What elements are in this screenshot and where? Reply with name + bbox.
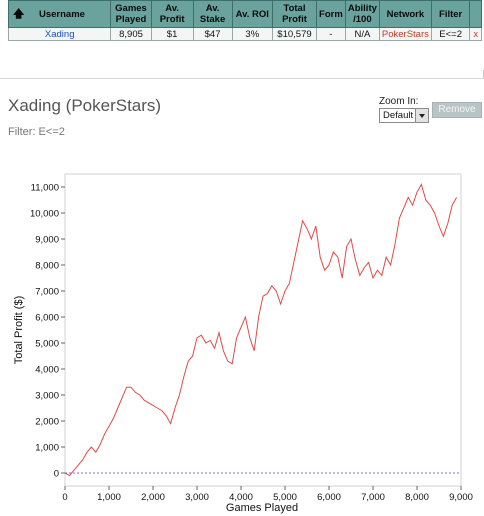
x-tick-label: 2,000	[141, 492, 165, 503]
sort-up-arrow-icon[interactable]: 🡅	[13, 7, 25, 20]
y-tick-label: 11,000	[31, 183, 59, 194]
total-profit-value: $10,579	[272, 27, 317, 41]
x-tick-label: 9,000	[449, 492, 473, 503]
y-tick-label: 3,000	[35, 391, 59, 402]
header-av-profit[interactable]: Av. Profit	[150, 0, 194, 28]
y-tick-label: 7,000	[35, 287, 59, 298]
table-row: Xading 8,905 $1 $47 3% $10,579 - N/A Pok…	[7, 27, 482, 41]
x-tick-label: 4,000	[229, 492, 253, 503]
av-stake-value: $47	[192, 27, 233, 41]
zoom-select[interactable]: Default	[379, 108, 429, 123]
form-value: -	[315, 27, 346, 41]
remove-row-button[interactable]: x	[469, 27, 482, 41]
stats-table: 🡅 Username Games Played Av. Profit Av. Stake…	[7, 0, 482, 41]
x-tick-label: 8,000	[405, 492, 429, 503]
player-name-link[interactable]: Xading	[7, 27, 112, 41]
x-tick-label: 7,000	[361, 492, 385, 503]
x-tick-label: 3,000	[185, 492, 209, 503]
av-profit-value: $1	[150, 27, 194, 41]
chevron-down-icon[interactable]	[415, 109, 428, 122]
y-tick-label: 1,000	[35, 443, 59, 454]
y-tick-label: 4,000	[35, 365, 59, 376]
y-tick-label: 0	[54, 469, 59, 480]
y-axis-label: Total Profit ($)	[13, 296, 25, 364]
divider	[0, 70, 484, 79]
y-tick-label: 10,000	[30, 209, 59, 220]
profit-series-line	[64, 183, 458, 477]
remove-button[interactable]: Remove	[432, 102, 482, 118]
stats-header-row: 🡅 Username Games Played Av. Profit Av. Stake…	[7, 0, 482, 28]
header-av-roi[interactable]: Av. ROI	[231, 0, 274, 28]
zoom-label: Zoom In:	[379, 96, 419, 107]
header-total-profit[interactable]: Total Profit	[272, 0, 317, 28]
y-tick-label: 9,000	[35, 235, 59, 246]
y-tick-label: 2,000	[35, 417, 59, 428]
x-tick-label: 1,000	[97, 492, 121, 503]
header-form[interactable]: Form	[315, 0, 346, 28]
page-title: Xading (PokerStars)	[8, 96, 162, 115]
x-tick-label: 5,000	[273, 492, 297, 503]
filter-value: E<=2	[430, 27, 471, 41]
ability-value: N/A	[344, 27, 380, 41]
av-roi-value: 3%	[231, 27, 274, 41]
y-tick-label: 8,000	[35, 261, 59, 272]
header-username[interactable]: 🡅 Username	[7, 0, 112, 28]
header-blank	[469, 0, 482, 28]
network-value: PokerStars	[378, 27, 432, 41]
filter-text: Filter: E<=2	[8, 126, 65, 138]
header-games-played[interactable]: Games Played	[110, 0, 152, 28]
y-tick-label: 6,000	[35, 313, 59, 324]
profit-chart: 0 1,000 2,000 3,000 4,000 5,000 6,000 7,000 8,00…	[13, 173, 473, 514]
plot-frame	[64, 173, 462, 487]
x-axis-ticks: 0 1,000 2,000 3,000 4,000 5,000 6,000 7,000 8,00…	[62, 486, 473, 503]
header-ability[interactable]: Ability/100	[344, 0, 380, 28]
x-axis-label: Games Played	[226, 502, 298, 514]
games-played-value: 8,905	[110, 27, 152, 41]
header-network[interactable]: Network	[378, 0, 432, 28]
y-tick-label: 5,000	[35, 339, 59, 350]
x-tick-label: 6,000	[317, 492, 341, 503]
header-filter[interactable]: Filter	[430, 0, 471, 28]
x-tick-label: 0	[62, 492, 67, 503]
y-axis-ticks: 0 1,000 2,000 3,000 4,000 5,000 6,000 7,000 8,00…	[30, 183, 65, 480]
zoom-select-value: Default	[383, 110, 414, 121]
header-av-stake[interactable]: Av. Stake	[192, 0, 233, 28]
